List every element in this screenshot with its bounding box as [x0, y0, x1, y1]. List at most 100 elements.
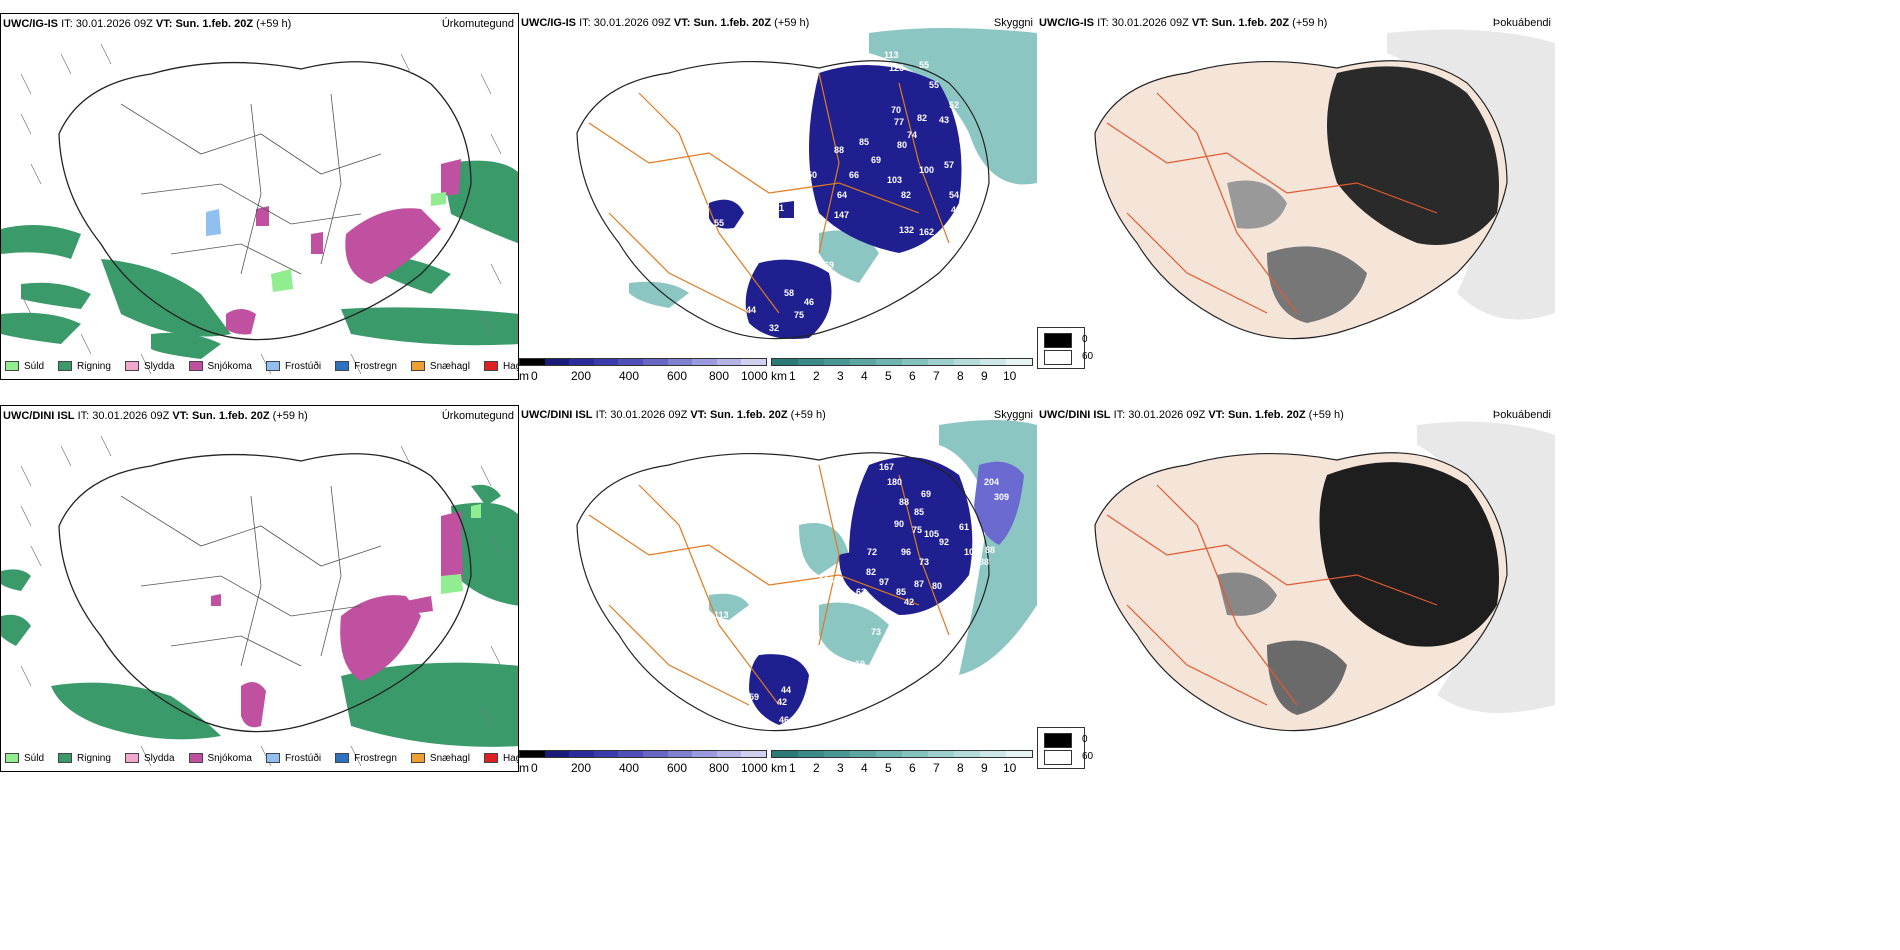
panel-title: Skyggni [993, 409, 1033, 421]
ceiling-value-label: 58 [784, 288, 794, 298]
tick-label: 5 [885, 369, 892, 380]
legend-item: Frostregn [335, 751, 397, 765]
ceiling-value-label: 54 [949, 190, 959, 200]
fog-legend-max: 0 [1082, 734, 1088, 745]
ceiling-value-label: 113 [714, 610, 729, 620]
ceiling-value-label: 59 [749, 692, 759, 702]
visibility-colorbar: km 1 2 3 4 5 6 7 8 9 10 [771, 750, 1033, 772]
tick-label: 5 [885, 761, 892, 772]
fog-panel-bottom: UWC/DINI ISL IT: 30.01.2026 09Z VT: Sun.… [1037, 405, 1555, 772]
tick-label: 400 [619, 761, 640, 772]
ceiling-value-label: 63 [856, 587, 866, 597]
tick-label: 1 [789, 369, 796, 380]
ceiling-value-label: 43 [939, 115, 949, 125]
tick-label: 1 [789, 761, 796, 772]
tick-label: 7 [933, 369, 940, 380]
ceiling-colorbar: m 0 200 400 600 800 1000 [519, 358, 769, 380]
ceiling-value-label: 96 [901, 547, 911, 557]
fog-legend-max-swatch [1044, 333, 1072, 348]
tick-label: 6 [909, 761, 916, 772]
ceiling-value-label: 57 [944, 160, 954, 170]
ceiling-value-label: 75 [879, 642, 889, 652]
fog-legend-max-swatch [1044, 733, 1072, 748]
precip-type-panel-bottom: UWC/DINI ISL IT: 30.01.2026 09Z VT: Sun.… [0, 405, 519, 772]
ceiling-value-label: 132 [899, 225, 914, 235]
ceiling-value-label: 62 [974, 539, 984, 549]
ceiling-value-label: 19 [855, 659, 865, 669]
visibility-colorbar: km 1 2 3 4 5 6 7 8 9 10 [771, 358, 1033, 380]
ceiling-value-label: 69 [921, 489, 931, 499]
ceiling-value-label: 180 [887, 477, 902, 487]
ceiling-value-label: 85 [914, 507, 924, 517]
panel-title: Úrkomutegund [441, 18, 514, 30]
tick-label: 400 [619, 369, 640, 380]
legend-item: Slydda [124, 359, 175, 373]
ceiling-value-label: 44 [964, 180, 974, 190]
ceiling-value-label: 55 [929, 80, 939, 90]
ceiling-value-label: 46 [804, 297, 814, 307]
visibility-panel-top: 113 125 55 55 52 70 77 82 43 74 80 88 85 69 66 103 100 57… [519, 13, 1037, 380]
tick-label: 9 [981, 369, 988, 380]
legend-item: Rigning [58, 359, 111, 373]
visibility-unit: km [771, 369, 787, 380]
tick-label: 10 [1003, 761, 1017, 772]
panel-header: UWC/DINI ISL IT: 30.01.2026 09Z VT: Sun.… [521, 409, 826, 421]
ceiling-value-label: 88 [899, 497, 909, 507]
legend-item: Haglél [483, 751, 518, 765]
ceiling-value-label: 167 [879, 462, 894, 472]
tick-label: 600 [667, 369, 688, 380]
ceiling-value-label: 72 [867, 547, 877, 557]
tick-label: 1000 [741, 761, 768, 772]
tick-label: 600 [667, 761, 688, 772]
ceiling-value-label: 88 [985, 545, 995, 555]
precip-type-panel-top: UWC/IG-IS IT: 30.01.2026 09Z VT: Sun. 1.… [0, 13, 519, 380]
ceiling-colorbar-strip [519, 358, 767, 366]
ceiling-value-label: 88 [979, 557, 989, 567]
tick-label: 200 [571, 761, 592, 772]
ceiling-value-label: 64 [837, 190, 847, 200]
ceiling-value-label: 113 [884, 50, 899, 60]
tick-label: 3 [837, 761, 844, 772]
ceiling-value-label: 55 [919, 60, 929, 70]
fog-legend-max: 0 [1082, 334, 1088, 345]
ceiling-value-label: 52 [949, 100, 959, 110]
ceiling-value-label: 105 [924, 529, 939, 539]
ceiling-value-label: 309 [994, 492, 1009, 502]
ceiling-colorbar-strip [519, 750, 767, 758]
tick-label: 4 [861, 369, 868, 380]
tick-label: 2 [813, 761, 820, 772]
fog-map-top [1094, 29, 1555, 340]
ceiling-value-label: 87 [914, 579, 924, 589]
ceiling-value-label: 77 [894, 117, 904, 127]
tick-label: 8 [957, 761, 964, 772]
ceiling-value-label: 123 [819, 575, 834, 585]
legend-item: Haglél [483, 359, 518, 373]
ceiling-value-label: 97 [879, 577, 889, 587]
ceiling-value-label: 84 [849, 595, 859, 605]
ceiling-value-label: 82 [866, 567, 876, 577]
tick-label: 7 [933, 761, 940, 772]
fog-legend-min: 60 [1082, 751, 1094, 762]
ceiling-value-label: 80 [897, 140, 907, 150]
panel-header: UWC/DINI ISL IT: 30.01.2026 09Z VT: Sun.… [1039, 409, 1344, 421]
tick-label: 1000 [741, 369, 768, 380]
fog-legend-top: 0 60 [1037, 327, 1093, 369]
tick-label: 0 [531, 761, 538, 772]
legend-item: Rigning [58, 751, 111, 765]
ceiling-value-label: 125 [889, 63, 904, 73]
tick-label: 4 [861, 761, 868, 772]
panel-title: Skyggni [993, 17, 1033, 29]
legend-item: Súld [5, 751, 44, 765]
tick-label: 10 [1003, 369, 1017, 380]
ceiling-value-label: 67 [809, 684, 819, 694]
ceiling-value-label: 150 [802, 170, 817, 180]
ceiling-value-label: 75 [912, 525, 922, 535]
visibility-panel-bottom: 167 180 69 88 85 90 75 105 92 61 62 103 88 88 72 82 96 73… [519, 405, 1037, 772]
ceiling-value-label: 69 [871, 155, 881, 165]
ceiling-value-label: 121 [769, 203, 784, 213]
ceiling-value-label: 52 [864, 287, 874, 297]
ceiling-value-label: 66 [849, 170, 859, 180]
ceiling-colorbar: m 0 200 400 600 800 1000 [519, 750, 769, 772]
ceiling-value-label: 38 [959, 135, 969, 145]
